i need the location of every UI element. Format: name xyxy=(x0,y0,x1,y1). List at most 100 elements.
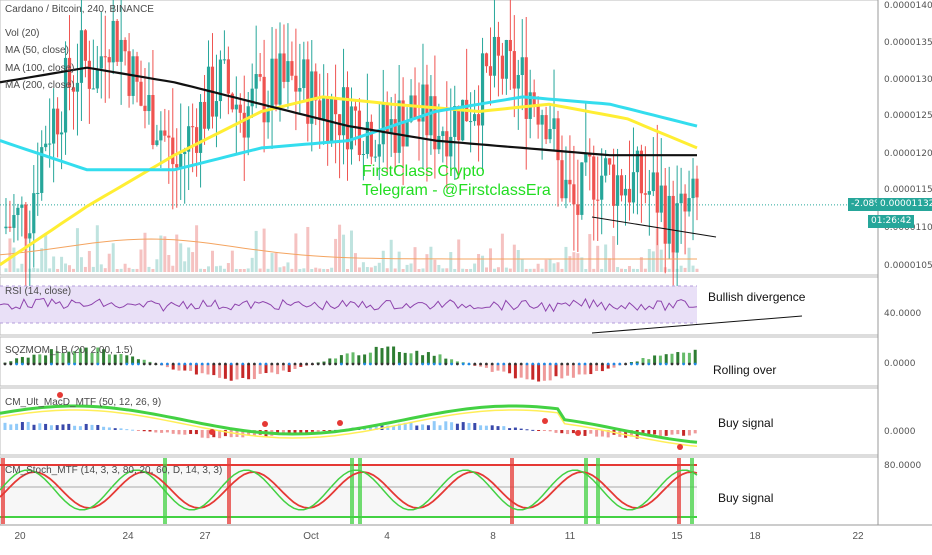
sqzmom-dot xyxy=(635,362,639,366)
sqzmom-bar xyxy=(525,364,529,380)
macd-histogram-bar xyxy=(682,430,686,436)
volume-bar xyxy=(199,268,203,272)
candle-body xyxy=(397,100,401,153)
volume-bar xyxy=(588,234,592,272)
sqzmom-dot xyxy=(90,362,94,366)
volume-ma-line xyxy=(0,238,697,260)
macd-histogram-bar xyxy=(328,430,332,431)
sqzmom-dot xyxy=(467,362,471,366)
volume-bar xyxy=(242,268,246,272)
indicator-label-ma100[interactable]: MA (100, close) xyxy=(5,63,75,74)
stoch-signal-bar xyxy=(596,458,600,524)
volume-bar xyxy=(238,268,242,272)
volume-bar xyxy=(612,236,616,272)
candle-body xyxy=(99,56,103,69)
sqzmom-dot xyxy=(519,362,523,366)
sqzmom-bar xyxy=(345,353,349,364)
sqzmom-bar xyxy=(107,354,111,364)
macd-histogram-bar xyxy=(26,421,30,430)
candle-body xyxy=(651,172,655,192)
volume-bar xyxy=(210,250,214,272)
indicator-label-ma50[interactable]: MA (50, close) xyxy=(5,45,69,56)
volume-bar xyxy=(218,265,222,272)
indicator-label-ma200[interactable]: MA (200, close) xyxy=(5,80,75,91)
sqzmom-bar xyxy=(73,351,77,364)
candle-body xyxy=(238,104,242,113)
candle-body xyxy=(20,204,24,208)
sqzmom-bar xyxy=(270,364,274,373)
macd-histogram-bar xyxy=(107,427,111,430)
candle-body xyxy=(254,74,258,89)
candle-body xyxy=(290,61,294,76)
sqzmom-bar xyxy=(496,364,500,371)
macd-histogram-bar xyxy=(548,430,552,432)
volume-bar xyxy=(441,268,445,272)
candle-body xyxy=(500,55,504,79)
sqzmom-dot xyxy=(113,362,117,366)
volume-bar xyxy=(318,268,322,272)
candle-body xyxy=(365,121,369,155)
ma100-line xyxy=(0,95,698,172)
candle-body xyxy=(631,172,636,203)
sqzmom-bar xyxy=(38,354,42,364)
stoch-tick: 80.0000 xyxy=(884,461,922,471)
candle-body xyxy=(377,144,381,157)
volume-bar xyxy=(461,268,465,272)
candle-body xyxy=(476,114,481,126)
candle-body xyxy=(36,192,40,194)
candle-body xyxy=(226,59,230,94)
sqzmom-bar xyxy=(508,364,512,374)
macd-histogram-bar xyxy=(32,424,36,430)
volume-bar xyxy=(608,258,612,272)
sqzmom-bar xyxy=(223,364,227,379)
candle-body xyxy=(504,39,508,79)
macd-histogram-bar xyxy=(560,430,564,434)
watermark-line-2: Telegram - @FirstclassEra xyxy=(362,182,551,199)
volume-bar xyxy=(147,266,151,272)
candle-body xyxy=(357,110,362,155)
candle-body xyxy=(608,158,612,165)
macd-histogram-bar xyxy=(148,430,152,432)
macd-histogram-bar xyxy=(90,424,94,430)
sqzmom-bar xyxy=(357,355,361,364)
candle-body xyxy=(171,137,175,165)
price-trendline xyxy=(591,216,717,238)
macd-histogram-bar xyxy=(595,430,599,437)
sqzmom-label[interactable]: SQZMOM_LB (20, 2.00, 1.5) xyxy=(5,345,133,356)
sqzmom-bar xyxy=(676,352,680,364)
macd-histogram-bar xyxy=(131,429,135,431)
macd-label[interactable]: CM_Ult_MacD_MTF (50, 12, 26, 9) xyxy=(5,397,162,408)
candle-body xyxy=(687,198,691,212)
volume-bar xyxy=(639,257,643,272)
candle-body xyxy=(266,108,270,123)
volume-bar xyxy=(60,256,64,272)
macd-cross-dot xyxy=(575,430,581,436)
stoch-label[interactable]: CM_Stoch_MTF (14, 3, 3, 80, 20, 60, D, 1… xyxy=(5,465,223,476)
sqzmom-dot xyxy=(427,362,430,366)
candle-body xyxy=(675,203,679,253)
volume-bar xyxy=(516,250,520,272)
macd-histogram-bar xyxy=(403,422,407,430)
rsi-label[interactable]: RSI (14, close) xyxy=(5,286,72,297)
sqzmom-dot xyxy=(311,362,314,366)
candle-body xyxy=(214,101,219,117)
volume-bar xyxy=(207,266,211,272)
volume-bar xyxy=(127,267,131,272)
macd-histogram-bar xyxy=(305,430,309,434)
volume-bar xyxy=(68,265,72,272)
volume-bar xyxy=(222,268,226,272)
volume-bar xyxy=(123,263,127,272)
volume-bar xyxy=(36,268,40,272)
sqzmom-dot xyxy=(9,362,13,366)
candle-body xyxy=(179,154,183,168)
sqzmom-bar xyxy=(392,346,396,364)
sqzmom-dot xyxy=(438,362,442,366)
candle-body xyxy=(314,71,318,101)
x-tick: 11 xyxy=(564,531,576,542)
candle-body xyxy=(191,126,195,128)
macd-histogram-bar xyxy=(525,429,529,431)
indicator-label-vol[interactable]: Vol (20) xyxy=(5,28,40,39)
chart-title[interactable]: Cardano / Bitcoin, 240, BINANCE xyxy=(5,4,154,15)
